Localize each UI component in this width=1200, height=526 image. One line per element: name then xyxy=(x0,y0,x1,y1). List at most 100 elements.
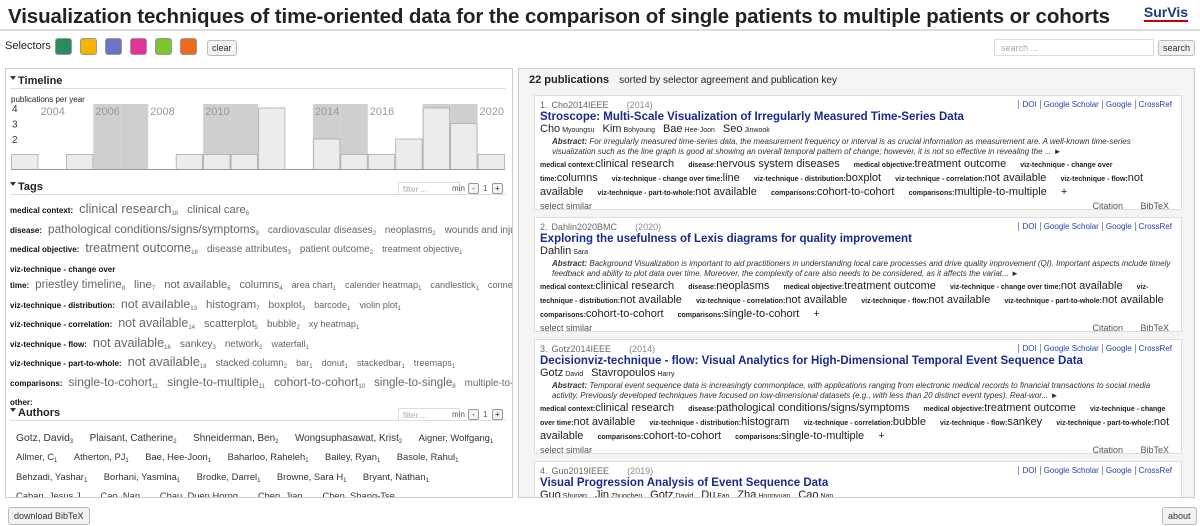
author-last[interactable]: Bae xyxy=(662,123,683,135)
tag[interactable]: not available16 xyxy=(93,336,171,351)
tag-value[interactable]: clinical research xyxy=(595,402,675,414)
plus-button[interactable]: + xyxy=(492,409,503,420)
selector[interactable] xyxy=(130,38,147,55)
tag-value[interactable]: treatment outcome xyxy=(984,402,1076,414)
more-button[interactable]: ► xyxy=(1010,269,1019,278)
author[interactable]: Chau, Duen Horng1 xyxy=(160,490,242,497)
tag[interactable]: not available14 xyxy=(118,316,195,331)
author[interactable]: Browne, Sara H1 xyxy=(277,471,347,484)
tag[interactable]: xy heatmap1 xyxy=(309,319,360,331)
link[interactable]: CrossRef xyxy=(1134,222,1175,231)
select-similar[interactable]: select similar xyxy=(540,323,593,332)
tag-value[interactable]: treatment outcome xyxy=(914,158,1007,170)
tag[interactable]: boxplot3 xyxy=(269,300,306,312)
search-button[interactable]: search xyxy=(1158,40,1196,56)
tag-value[interactable]: not available xyxy=(785,294,848,306)
tag[interactable]: waterfall1 xyxy=(272,339,309,351)
link[interactable]: Google xyxy=(1101,344,1135,353)
tag[interactable]: barcode1 xyxy=(314,300,350,312)
tag[interactable]: candlestick1 xyxy=(430,280,478,292)
author[interactable]: Bryant, Nathan1 xyxy=(363,471,429,484)
author-last[interactable]: Seo xyxy=(722,123,743,135)
author[interactable]: Atherton, PJ1 xyxy=(74,451,129,464)
tag[interactable]: network2 xyxy=(225,339,263,351)
tag[interactable]: treatment outcome16 xyxy=(85,241,197,256)
tag-value[interactable]: nervous system diseases xyxy=(716,158,840,170)
tag[interactable]: stackedbar1 xyxy=(357,358,405,370)
bibtex[interactable]: BibTeX xyxy=(1140,445,1169,454)
tag[interactable]: clinical care6 xyxy=(187,204,249,217)
link[interactable]: DOI xyxy=(1018,100,1040,109)
tag-value[interactable]: clinical research xyxy=(595,280,675,292)
author[interactable]: Aigner, Wolfgang1 xyxy=(419,432,494,445)
author-last[interactable]: Guo xyxy=(540,489,561,498)
author-last[interactable]: Gotz xyxy=(650,489,674,498)
tag[interactable]: wounds and injuries2 xyxy=(445,225,512,236)
citation[interactable]: Citation xyxy=(1092,201,1123,210)
tag[interactable]: cohort-to-cohort10 xyxy=(274,375,365,390)
plus-button[interactable]: + xyxy=(492,183,503,194)
link[interactable]: Google xyxy=(1101,100,1135,109)
tag[interactable]: columns4 xyxy=(240,279,283,292)
author-last[interactable]: Gotz xyxy=(540,367,564,379)
author[interactable]: Cao, Nan1 xyxy=(100,490,143,497)
link[interactable]: Google Scholar xyxy=(1039,100,1102,109)
section-header[interactable]: Timeline xyxy=(10,75,506,89)
tag[interactable]: priestley timeline8 xyxy=(35,278,125,292)
author-last[interactable]: Cao xyxy=(798,489,819,498)
tag-value[interactable]: boxplot xyxy=(845,172,882,184)
author[interactable]: Behzadi, Yashar1 xyxy=(16,471,87,484)
search-input[interactable]: search ... xyxy=(994,39,1154,56)
tag-value[interactable]: columns xyxy=(556,172,598,184)
tag-value[interactable]: not available xyxy=(540,172,1144,198)
selector[interactable] xyxy=(80,38,97,55)
select-similar[interactable]: select similar xyxy=(540,201,593,210)
selector[interactable] xyxy=(155,38,172,55)
selector[interactable] xyxy=(55,38,72,55)
tag-value[interactable]: not available xyxy=(928,294,991,306)
link[interactable]: DOI xyxy=(1018,466,1040,475)
tag[interactable]: not available18 xyxy=(128,354,207,370)
tag[interactable]: disease attributes3 xyxy=(207,244,291,256)
tag-value[interactable]: pathological conditions/signs/symptoms xyxy=(716,402,910,414)
tag-value[interactable]: multiple-to-multiple xyxy=(954,186,1047,198)
tag-value[interactable]: sankey xyxy=(1007,416,1043,428)
citation[interactable]: Citation xyxy=(1092,445,1123,454)
tag-value[interactable]: histogram xyxy=(741,416,790,428)
author[interactable]: Chen, Shang-Tse1 xyxy=(322,490,398,497)
author[interactable]: Allmer, C1 xyxy=(16,451,57,464)
tag[interactable]: treatment objective1 xyxy=(382,244,462,256)
filter-input[interactable]: filter ... xyxy=(398,182,460,195)
link[interactable]: DOI xyxy=(1018,222,1040,231)
tag-value[interactable]: not available xyxy=(573,416,636,428)
add-tag[interactable]: + xyxy=(813,308,820,320)
clear-button[interactable]: clear xyxy=(207,40,237,56)
tag-value[interactable]: not available xyxy=(1060,280,1123,292)
tag-value[interactable]: not available xyxy=(540,416,1170,442)
tag-value[interactable]: clinical research xyxy=(595,158,675,170)
citation[interactable]: Citation xyxy=(1092,323,1123,332)
tag[interactable]: single-to-multiple11 xyxy=(167,375,265,390)
tag[interactable]: single-to-single8 xyxy=(374,376,456,390)
tag-value[interactable]: not available xyxy=(620,294,682,306)
author[interactable]: Shneiderman, Ben2 xyxy=(193,433,278,445)
more-button[interactable]: ► xyxy=(1050,391,1059,400)
author-last[interactable]: Dahlin xyxy=(540,245,572,257)
tag-value[interactable]: cohort-to-cohort xyxy=(585,308,664,320)
author[interactable]: Brodke, Darrel1 xyxy=(197,471,261,484)
minus-button[interactable]: - xyxy=(468,409,479,420)
link[interactable]: CrossRef xyxy=(1134,100,1175,109)
logo[interactable]: SurVis xyxy=(1143,4,1188,22)
author[interactable]: Caban, Jesus J1 xyxy=(16,490,84,497)
tag[interactable]: bar1 xyxy=(296,358,313,370)
about-button[interactable]: about xyxy=(1162,507,1197,525)
author-last[interactable]: Cho xyxy=(540,123,561,135)
tag[interactable]: donut1 xyxy=(322,358,348,370)
author[interactable]: Wongsuphasawat, Krist2 xyxy=(295,433,402,445)
tag-value[interactable]: treatment outcome xyxy=(844,280,936,292)
section-header[interactable]: Authors xyxy=(10,407,506,421)
author[interactable]: Chen, Jian1 xyxy=(258,490,306,497)
tag[interactable]: not available6 xyxy=(164,279,230,292)
link[interactable]: DOI xyxy=(1018,344,1040,353)
minus-button[interactable]: - xyxy=(468,183,479,194)
